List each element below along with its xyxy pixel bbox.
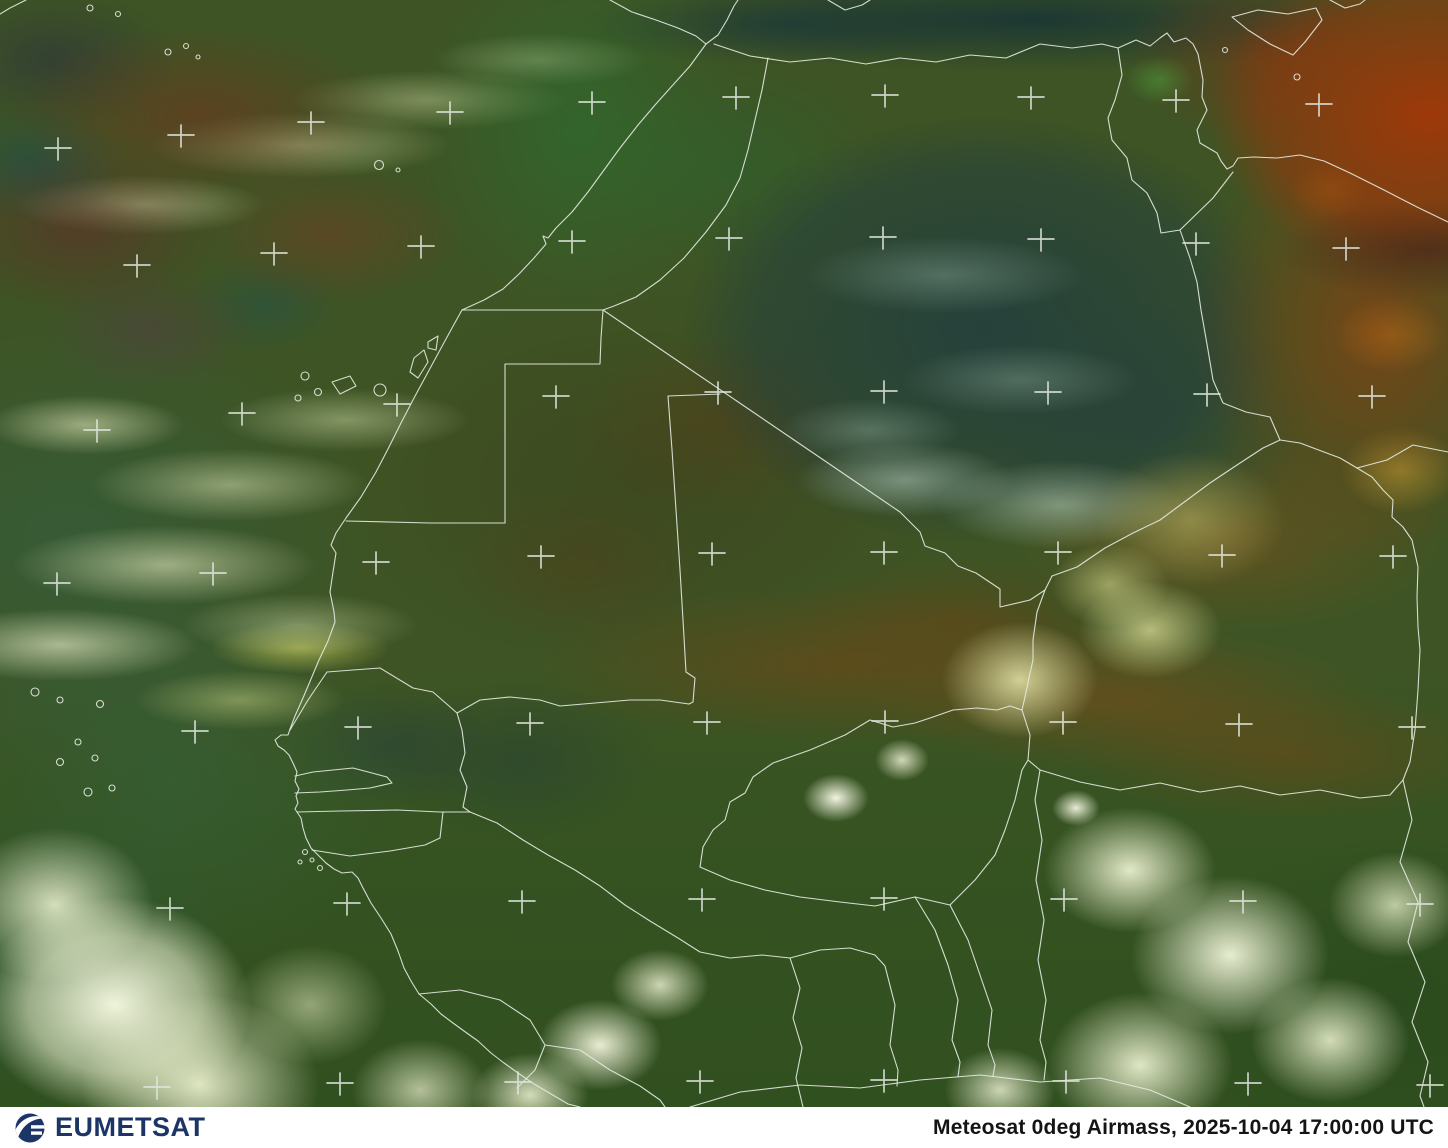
coastlines (274, 0, 1448, 1107)
islands (0, 0, 1301, 872)
status-bar: EUMETSAT Meteosat 0deg Airmass, 2025-10-… (0, 1107, 1448, 1148)
country-borders (289, 47, 1448, 1107)
image-caption: Meteosat 0deg Airmass, 2025-10-04 17:00:… (933, 1115, 1434, 1139)
eumetsat-logo: EUMETSAT (14, 1111, 206, 1145)
logo-text: EUMETSAT (55, 1112, 206, 1142)
map-overlay (0, 0, 1448, 1107)
eumetsat-globe-icon (15, 1113, 45, 1142)
graticule-crosses (43, 84, 1444, 1100)
